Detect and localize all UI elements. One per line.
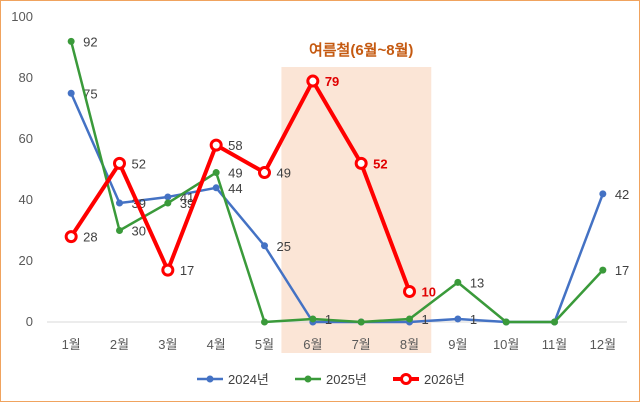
data-point [551,318,558,326]
x-tick-label: 10월 [493,337,519,352]
data-label: 52 [132,156,146,171]
data-label: 42 [615,187,629,202]
data-label: 44 [228,181,242,196]
y-tick-labels: 0 20 40 60 80 100 [11,9,33,329]
legend-swatch-marker [400,373,412,385]
data-point [357,318,365,326]
y-tick-label: 0 [26,314,33,329]
x-tick-label: 7월 [352,337,371,352]
data-point [258,166,271,180]
legend-item: 2026년 [393,372,465,387]
data-point [403,285,416,298]
data-point [212,169,220,177]
x-tick-label: 6월 [303,337,322,352]
data-point [67,89,75,97]
data-point [67,37,75,45]
y-tick-label: 80 [19,70,33,85]
data-label: 17 [615,263,629,278]
data-point [306,74,320,88]
data-label: 79 [325,74,339,89]
data-point [502,318,510,326]
x-tick-label: 2월 [110,337,129,352]
data-point [212,184,220,192]
legend-label: 2025년 [326,372,367,387]
legend-label: 2024년 [228,372,269,387]
data-label: 30 [132,224,146,239]
data-point [116,199,123,207]
legend-swatch-marker [304,375,312,383]
x-tick-label: 8월 [400,337,419,352]
data-point [164,199,172,207]
x-tick-label: 4월 [207,337,226,352]
series-2026년: 28 52 17 58 49 79 52 10 [64,74,436,300]
legend-swatch-marker [206,375,214,383]
legend-item: 2024년 [197,372,269,387]
x-tick-label: 11월 [542,337,567,352]
data-point [64,230,78,244]
data-point [454,278,462,286]
series-line [69,79,412,293]
legend-item: 2025년 [295,372,367,387]
y-tick-label: 40 [19,192,33,207]
data-label: 52 [373,156,387,171]
data-label: 1 [470,312,477,327]
data-point [113,156,126,170]
data-label: 13 [470,275,484,290]
data-point [599,190,607,198]
data-label: 25 [277,239,291,254]
legend: 2024년 2025년 2026년 [197,372,465,387]
data-point [309,315,317,323]
data-point [261,242,268,250]
summer-highlight-band [281,67,432,353]
data-point [406,315,413,323]
data-point [261,318,268,326]
data-point [599,266,607,274]
data-label: 92 [83,34,97,49]
x-tick-label: 1월 [62,337,81,352]
summer-annotation: 여름철(6월~8월) [309,42,413,59]
data-label: 28 [83,230,97,245]
data-label: 58 [228,138,242,153]
data-point [116,227,123,234]
data-label: 10 [422,285,436,300]
y-tick-label: 20 [19,253,33,268]
data-point [164,193,172,201]
data-label: 1 [325,312,332,327]
y-tick-label: 60 [19,131,33,146]
x-tick-label: 12월 [590,337,616,352]
legend-label: 2026년 [424,372,465,387]
x-tick-label: 9월 [448,337,467,352]
data-label: 17 [180,263,194,278]
x-tick-label: 5월 [255,337,274,352]
data-label: 49 [228,166,242,181]
x-tick-label: 3월 [158,337,177,352]
y-tick-label: 100 [11,9,33,24]
data-label: 1 [422,312,429,327]
data-point [161,263,175,277]
data-label: 49 [277,166,291,181]
x-tick-labels: 1월 2월 3월 4월 5월 6월 7월 8월 9월 10월 11월 12월 [62,337,616,352]
series-line [69,41,604,324]
data-point [209,138,223,152]
data-point [354,156,368,170]
data-point [454,315,462,323]
